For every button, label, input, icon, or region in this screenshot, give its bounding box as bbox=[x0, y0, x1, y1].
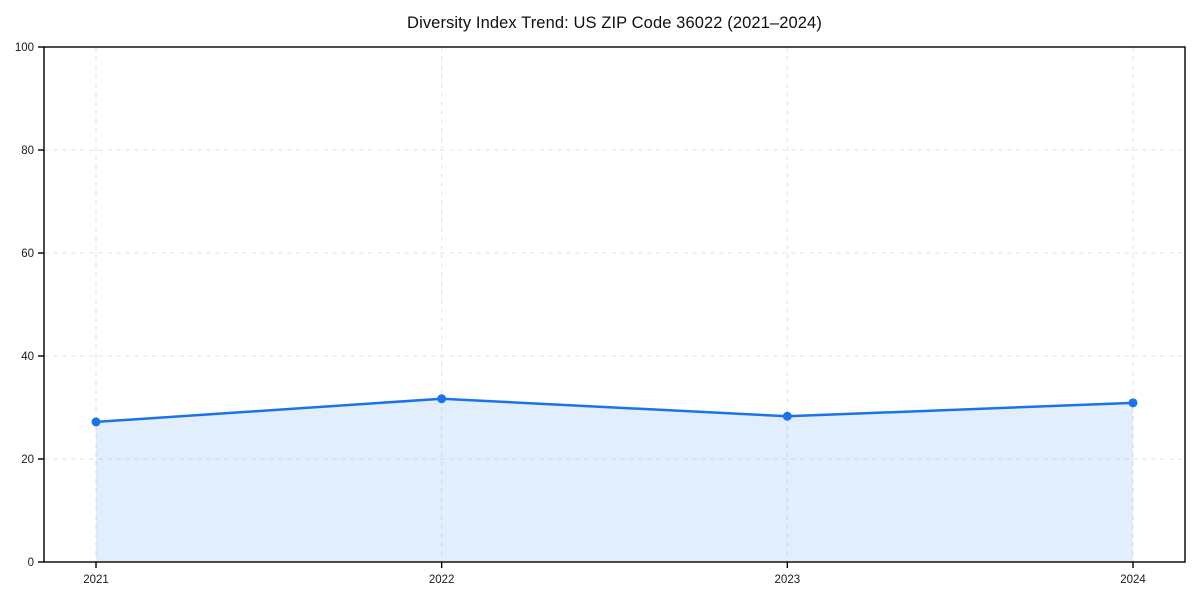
y-tick-label: 20 bbox=[21, 454, 34, 466]
data-point-marker bbox=[91, 417, 101, 427]
data-point-marker bbox=[437, 394, 447, 404]
y-tick-label: 40 bbox=[21, 351, 34, 363]
chart-title: Diversity Index Trend: US ZIP Code 36022… bbox=[407, 14, 822, 32]
y-tick-label: 80 bbox=[21, 145, 34, 157]
plot-border bbox=[43, 46, 1186, 563]
x-tick-label: 2022 bbox=[429, 574, 455, 586]
data-point-marker bbox=[1128, 398, 1138, 408]
x-tick-label: 2023 bbox=[775, 574, 801, 586]
data-point-marker bbox=[782, 411, 792, 421]
series-area-fill bbox=[96, 398, 1133, 562]
x-tick-label: 2024 bbox=[1120, 574, 1146, 586]
y-tick-label: 60 bbox=[21, 248, 34, 260]
series-line bbox=[94, 397, 1135, 424]
y-tick-label: 100 bbox=[15, 42, 34, 54]
x-tick-label: 2021 bbox=[83, 574, 109, 586]
y-tick-label: 0 bbox=[28, 557, 34, 569]
